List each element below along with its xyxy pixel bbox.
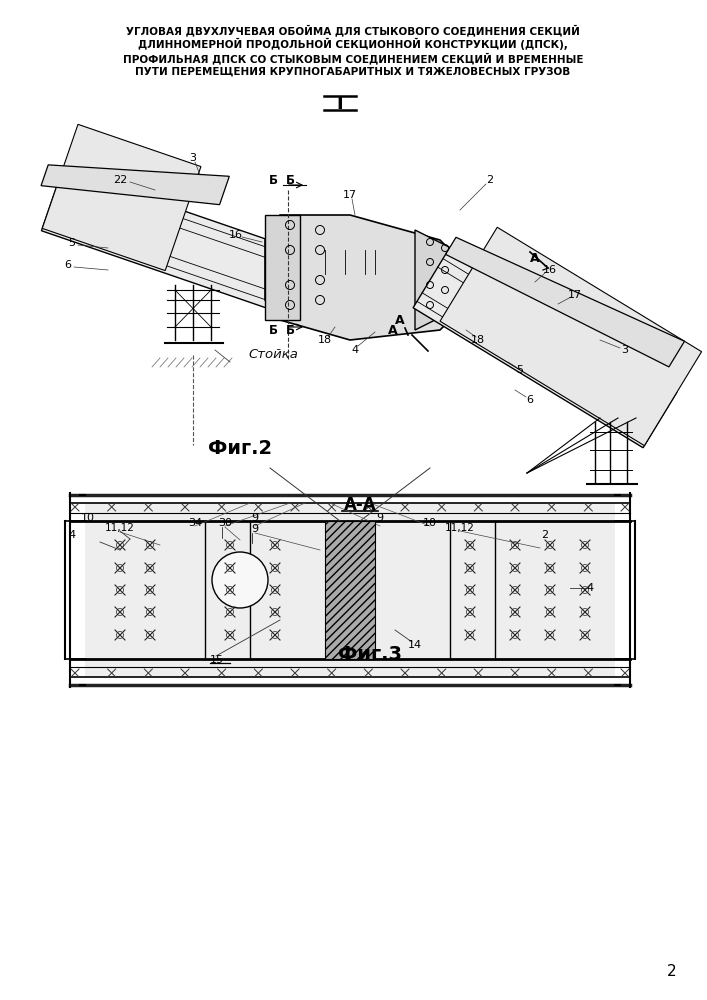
Text: 16: 16 — [229, 230, 243, 240]
Polygon shape — [445, 237, 684, 367]
Text: 10: 10 — [423, 518, 437, 528]
Text: А: А — [530, 251, 540, 264]
Text: Фиг.3: Фиг.3 — [338, 646, 402, 664]
Text: 15: 15 — [210, 655, 224, 665]
Text: 11,12: 11,12 — [445, 523, 475, 533]
Text: Б: Б — [269, 324, 278, 336]
Polygon shape — [265, 215, 300, 320]
Text: 16: 16 — [543, 265, 557, 275]
Text: Б: Б — [286, 324, 295, 336]
Text: ДЛИННОМЕРНОЙ ПРОДОЛЬНОЙ СЕКЦИОННОЙ КОНСТРУКЦИИ (ДПСК),: ДЛИННОМЕРНОЙ ПРОДОЛЬНОЙ СЕКЦИОННОЙ КОНСТ… — [138, 38, 568, 50]
Text: 17: 17 — [343, 190, 357, 200]
Text: Стойка: Стойка — [248, 349, 298, 361]
Text: 3: 3 — [189, 153, 197, 163]
Bar — [325, 521, 375, 659]
Polygon shape — [41, 165, 229, 205]
Text: 5: 5 — [517, 365, 523, 375]
Circle shape — [212, 552, 268, 608]
Text: УГЛОВАЯ ДВУХЛУЧЕВАЯ ОБОЙМА ДЛЯ СТЫКОВОГО СОЕДИНЕНИЯ СЕКЦИЙ: УГЛОВАЯ ДВУХЛУЧЕВАЯ ОБОЙМА ДЛЯ СТЫКОВОГО… — [126, 24, 580, 36]
Text: 18: 18 — [471, 335, 485, 345]
Text: 18: 18 — [318, 335, 332, 345]
Polygon shape — [42, 124, 201, 271]
Text: 30: 30 — [218, 518, 232, 528]
Text: 2: 2 — [486, 175, 493, 185]
Text: 22: 22 — [113, 175, 127, 185]
Text: А-А: А-А — [344, 496, 376, 514]
Text: 9: 9 — [376, 513, 384, 523]
Text: 4: 4 — [586, 583, 594, 593]
Polygon shape — [42, 169, 296, 311]
Text: 3: 3 — [621, 345, 629, 355]
Text: 34: 34 — [188, 518, 202, 528]
Text: Фиг.2: Фиг.2 — [208, 438, 272, 458]
Polygon shape — [415, 230, 455, 330]
Text: 5: 5 — [69, 238, 76, 248]
Text: ПРОФИЛЬНАЯ ДПСК СО СТЫКОВЫМ СОЕДИНЕНИЕМ СЕКЦИЙ И ВРЕМЕННЫЕ: ПРОФИЛЬНАЯ ДПСК СО СТЫКОВЫМ СОЕДИНЕНИЕМ … — [123, 52, 583, 64]
Polygon shape — [413, 252, 677, 448]
Text: 17: 17 — [568, 290, 582, 300]
Text: Б: Б — [269, 174, 278, 186]
Text: А: А — [388, 324, 398, 338]
Text: 10: 10 — [81, 513, 95, 523]
Text: 9: 9 — [252, 524, 259, 534]
Polygon shape — [440, 227, 701, 446]
Polygon shape — [265, 215, 460, 340]
Text: 2: 2 — [667, 964, 677, 980]
Text: 2: 2 — [542, 530, 549, 540]
Text: А: А — [395, 314, 405, 326]
Text: I: I — [337, 95, 344, 113]
Bar — [85, 503, 615, 677]
Text: 14: 14 — [408, 640, 422, 650]
Text: Б: Б — [286, 174, 295, 186]
Bar — [310, 252, 390, 270]
Text: 4: 4 — [351, 345, 358, 355]
Text: 9: 9 — [252, 513, 259, 523]
Text: ПУТИ ПЕРЕМЕЩЕНИЯ КРУПНОГАБАРИТНЫХ И ТЯЖЕЛОВЕСНЫХ ГРУЗОВ: ПУТИ ПЕРЕМЕЩЕНИЯ КРУПНОГАБАРИТНЫХ И ТЯЖЕ… — [135, 67, 571, 77]
Text: 11,12: 11,12 — [105, 523, 135, 533]
Bar — [310, 274, 390, 290]
Text: 4: 4 — [69, 530, 76, 540]
Text: 6: 6 — [64, 260, 71, 270]
Text: 6: 6 — [527, 395, 534, 405]
